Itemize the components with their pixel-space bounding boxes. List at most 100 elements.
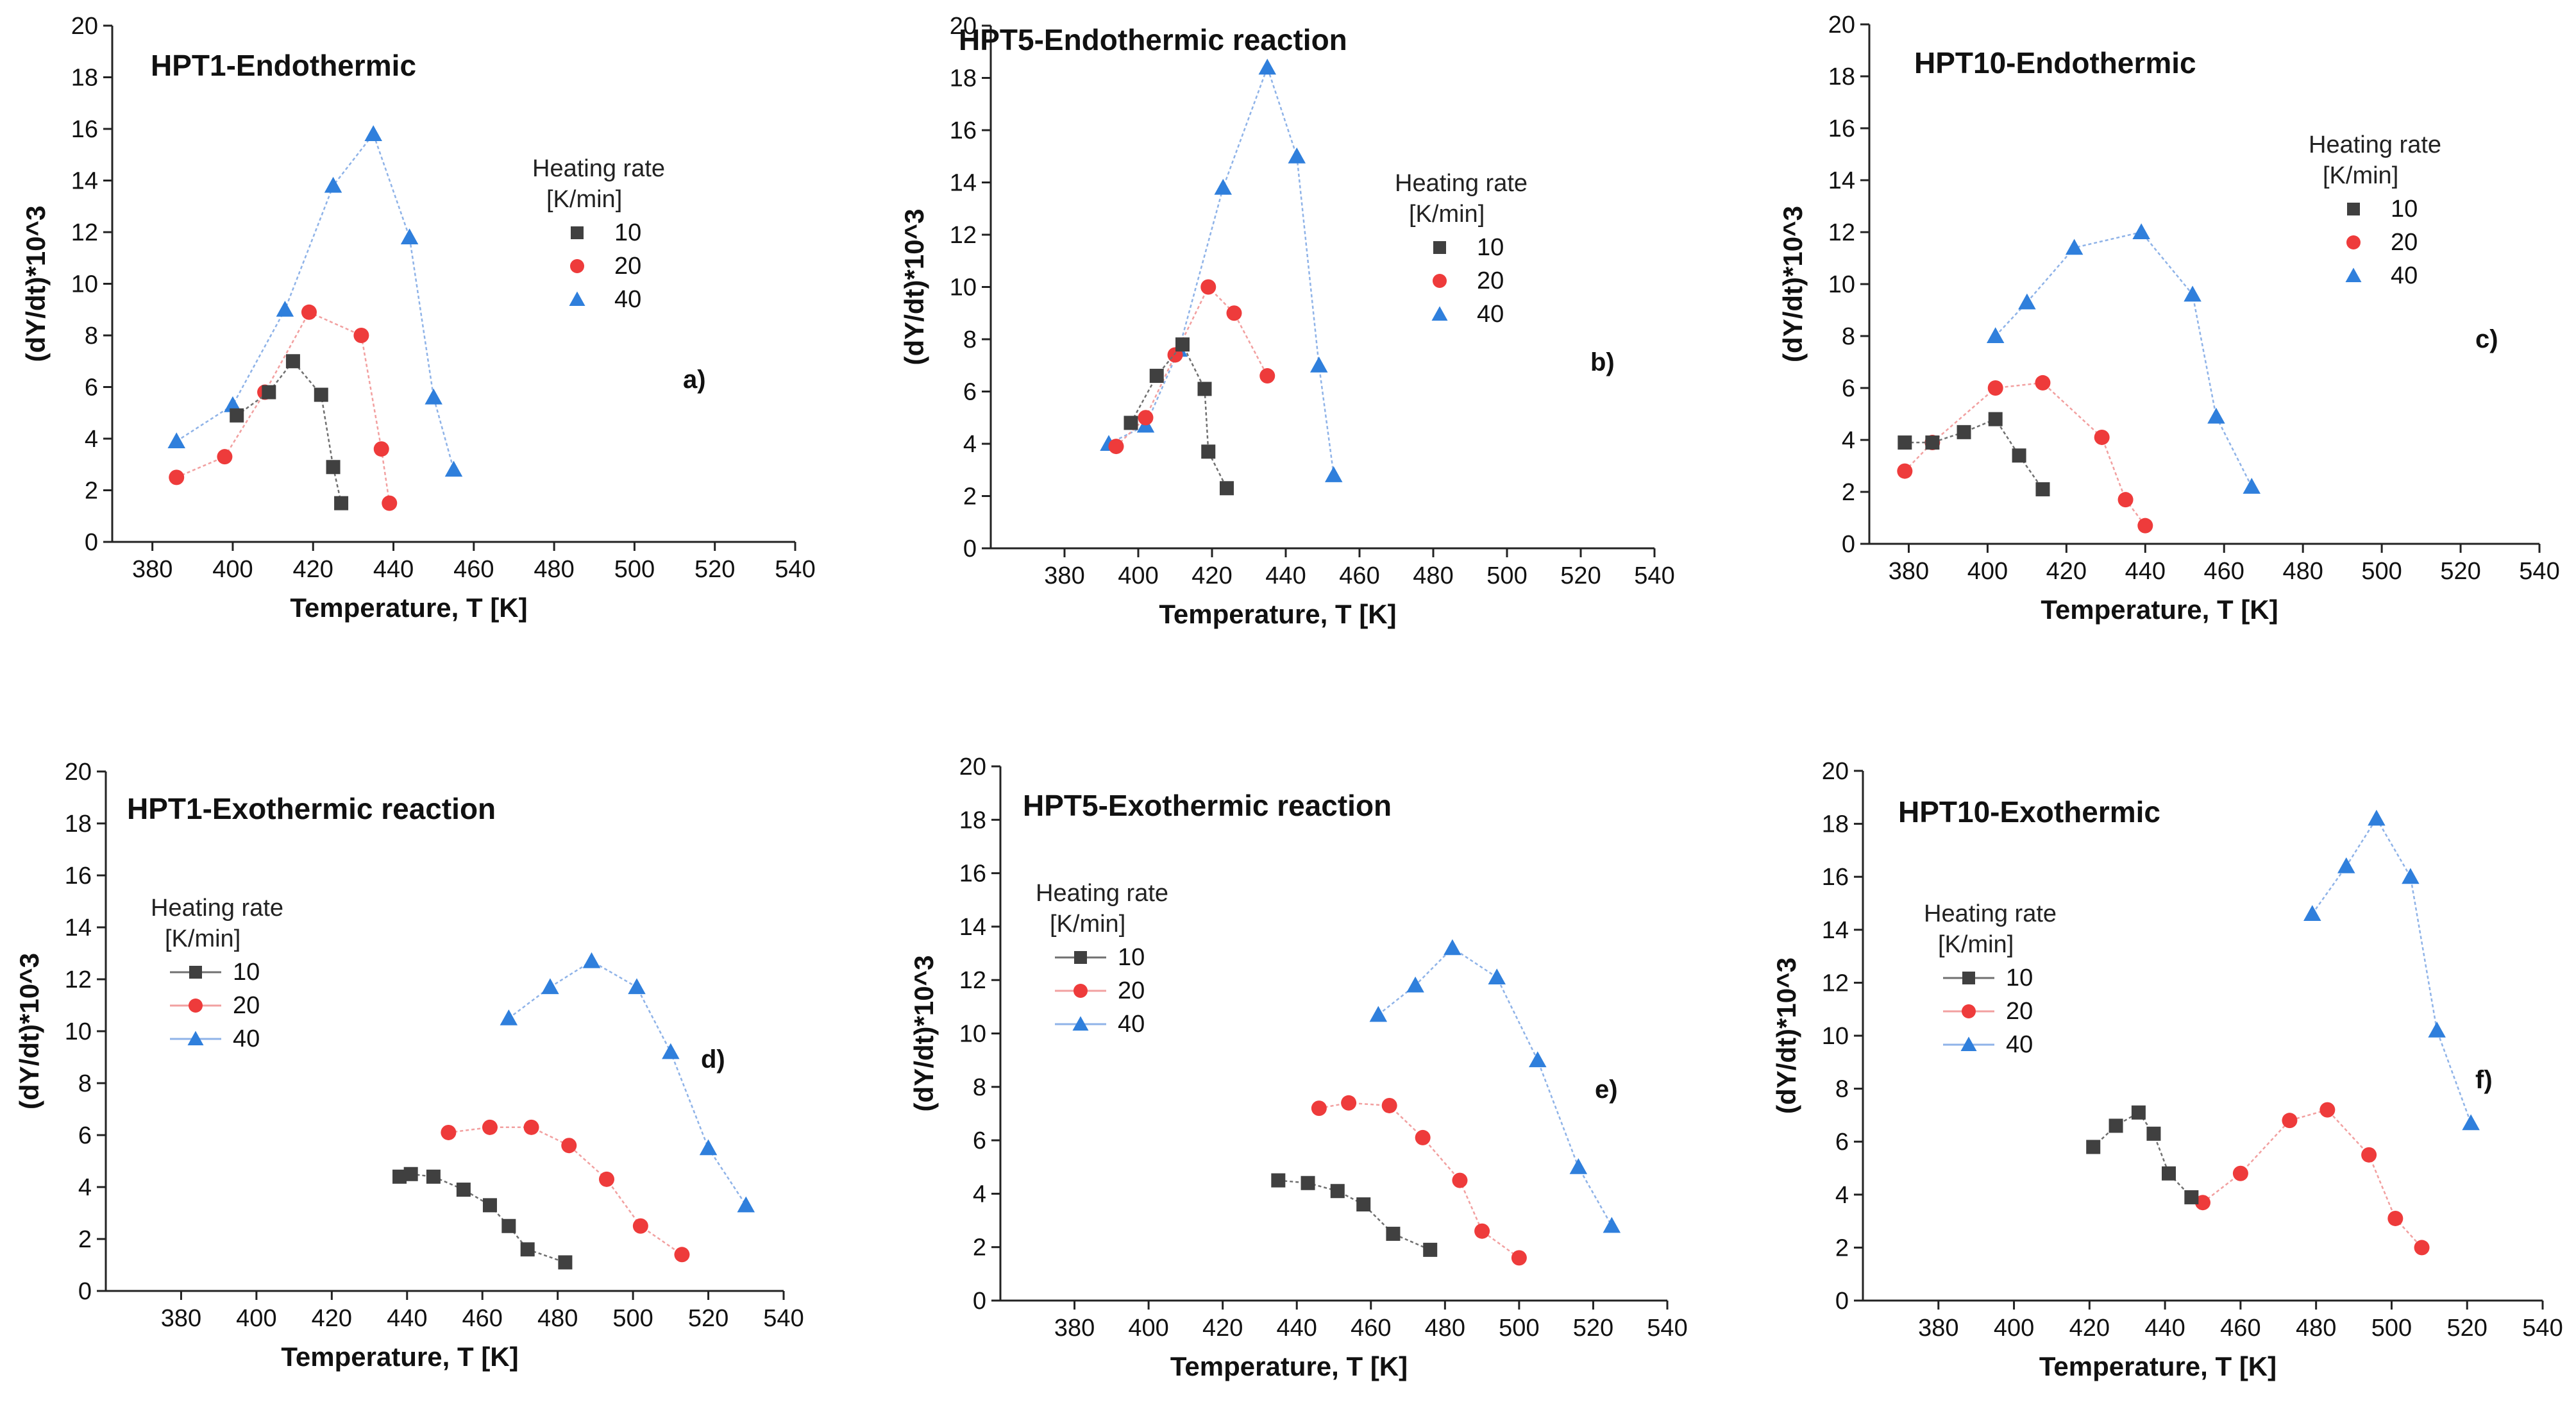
- x-tick-label: 500: [2371, 1315, 2412, 1342]
- panel-label: c): [2475, 325, 2498, 353]
- x-tick-label: 500: [614, 556, 655, 583]
- x-tick-label: 400: [1118, 562, 1158, 589]
- legend-label: 40: [2006, 1031, 2033, 1058]
- legend-label: 20: [1118, 977, 1145, 1004]
- data-point-10: [1124, 416, 1138, 430]
- data-point-10: [1988, 412, 2003, 426]
- x-tick-label: 400: [212, 556, 253, 583]
- panel-label: d): [701, 1045, 725, 1074]
- legend-title: Heating rate: [1395, 170, 1528, 197]
- y-tick-label: 16: [1822, 864, 1849, 891]
- legend: Heating rate [K/min] 10 20 40: [532, 155, 665, 313]
- legend-label: 40: [233, 1025, 260, 1052]
- y-tick-label: 0: [973, 1288, 986, 1315]
- y-tick-label: 8: [78, 1070, 92, 1097]
- data-point-40: [1986, 327, 2005, 343]
- data-point-10: [2162, 1166, 2176, 1181]
- y-tick-label: 20: [1828, 12, 1855, 38]
- legend: Heating rate [K/min] 10 20 40: [2309, 131, 2441, 289]
- chart-title: HPT10-Endothermic: [1914, 46, 2196, 80]
- data-point-40: [1488, 968, 1506, 985]
- legend-marker-40: [2345, 267, 2362, 282]
- data-point-20: [2361, 1147, 2377, 1163]
- data-point-20: [1138, 410, 1154, 426]
- legend-title: [K/min]: [2323, 162, 2398, 189]
- x-tick-label: 400: [1967, 558, 2008, 585]
- chart-title: HPT1-Exothermic reaction: [127, 792, 496, 825]
- data-point-40: [1406, 976, 1424, 993]
- y-tick-label: 16: [950, 117, 977, 144]
- data-point-40: [2368, 809, 2386, 826]
- data-point-10: [1356, 1197, 1371, 1212]
- data-point-40: [2462, 1114, 2480, 1131]
- legend-marker-40: [569, 291, 585, 306]
- y-tick-label: 4: [85, 426, 98, 453]
- legend-marker-10: [571, 226, 584, 239]
- series-line-40: [2311, 816, 2472, 1124]
- data-point-10: [230, 408, 244, 423]
- y-tick-label: 10: [959, 1021, 986, 1048]
- x-tick-label: 520: [688, 1305, 728, 1332]
- data-point-40: [1258, 58, 1276, 75]
- legend-title: Heating rate: [532, 155, 665, 182]
- data-point-10: [482, 1198, 497, 1213]
- data-point-20: [373, 441, 389, 457]
- data-point-40: [662, 1043, 680, 1059]
- data-point-40: [2303, 905, 2321, 922]
- series-line-40: [1994, 231, 2253, 487]
- legend-title: [K/min]: [1938, 931, 2014, 958]
- data-point-40: [2207, 407, 2225, 424]
- y-tick-label: 20: [71, 13, 98, 40]
- y-tick-label: 18: [959, 807, 986, 834]
- data-point-20: [1259, 368, 1275, 384]
- y-axis-title: (dY/dt)*10^3: [1778, 206, 1808, 362]
- y-tick-label: 10: [1828, 271, 1855, 298]
- y-tick-label: 14: [71, 168, 98, 195]
- x-tick-label: 380: [132, 556, 173, 583]
- x-tick-label: 440: [2144, 1315, 2185, 1342]
- y-tick-label: 12: [1822, 970, 1849, 997]
- legend-title: [K/min]: [1050, 911, 1125, 938]
- y-tick-label: 2: [1842, 479, 1855, 506]
- data-point-10: [262, 385, 276, 400]
- chart-title: HPT5-Endothermic reaction: [959, 23, 1347, 56]
- data-point-10: [1271, 1173, 1286, 1188]
- y-axis-title: (dY/dt)*10^3: [899, 209, 929, 366]
- data-point-40: [444, 460, 463, 477]
- x-axis-title: Temperature, T [K]: [290, 593, 527, 623]
- data-point-20: [1311, 1100, 1327, 1117]
- x-tick-label: 420: [1202, 1315, 1243, 1342]
- x-tick-label: 380: [1889, 558, 1929, 585]
- x-tick-label: 420: [1191, 562, 1232, 589]
- y-tick-label: 2: [973, 1235, 986, 1261]
- y-tick-label: 10: [1822, 1023, 1849, 1050]
- x-tick-label: 480: [1425, 1315, 1465, 1342]
- series-line-10: [1278, 1179, 1431, 1251]
- x-tick-label: 520: [1573, 1315, 1613, 1342]
- x-tick-label: 440: [373, 556, 414, 583]
- y-tick-label: 8: [1835, 1076, 1849, 1103]
- y-tick-label: 4: [973, 1181, 986, 1208]
- x-tick-label: 520: [695, 556, 735, 583]
- y-tick-label: 6: [1835, 1129, 1849, 1156]
- data-point-20: [1108, 439, 1124, 455]
- data-point-10: [334, 496, 349, 510]
- chart-panel-6: 0 2 4 6 8 10 12 14 16 18 20 380 400 420 440 460 480 500 52…: [1771, 758, 2563, 1381]
- legend-marker-20: [1433, 274, 1447, 288]
- series-line-10: [236, 360, 342, 503]
- data-point-40: [2065, 239, 2084, 255]
- data-point-10: [2109, 1118, 2123, 1133]
- y-tick-label: 6: [963, 379, 977, 406]
- x-axis-title: Temperature, T [K]: [1170, 1351, 1408, 1381]
- data-point-20: [561, 1138, 577, 1154]
- x-axis-title: Temperature, T [K]: [2039, 1351, 2277, 1381]
- y-tick-label: 6: [1842, 375, 1855, 402]
- data-point-10: [558, 1255, 573, 1270]
- x-tick-label: 500: [612, 1305, 653, 1332]
- data-point-40: [737, 1196, 755, 1213]
- series-line-10: [2092, 1111, 2193, 1198]
- series-line-20: [1115, 285, 1268, 447]
- legend-marker-40: [1072, 1016, 1089, 1031]
- x-tick-label: 420: [293, 556, 333, 583]
- data-point-40: [425, 388, 442, 405]
